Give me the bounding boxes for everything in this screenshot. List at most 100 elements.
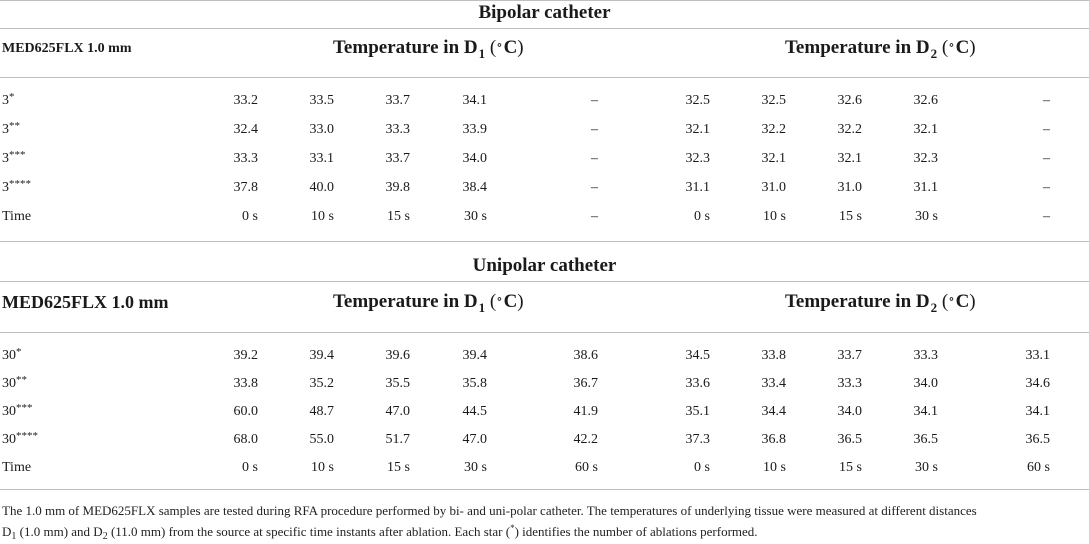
d1-cell: 37.8 [233,180,259,195]
d1-cell: 39.6 [385,348,411,363]
row-label: 30*** [2,400,33,424]
unipolar-title-rule [0,281,1089,282]
d1-cell: 68.0 [233,432,259,447]
d1-header-sub: 1 [478,46,486,61]
d1-cell: 48.7 [309,404,335,419]
table-row: Time 0 s 10 s 15 s 30 s – 0 s 10 s 15 s 30 s – [0,205,1089,229]
footnote-d1-sub: 1 [11,531,17,542]
table-row: 3**** 37.8 40.0 39.8 38.4 – 31.1 31.0 31.0 31.1 – [0,176,1089,200]
d1-cell: 10 s [311,209,334,224]
d2-cell: 31.0 [837,180,863,195]
d1-cell: 33.0 [309,122,335,137]
d2-cell: 31.1 [685,180,711,195]
d1-cell: – [591,122,598,137]
d2-cell: 34.4 [761,404,787,419]
d2-header-sub: 2 [930,46,938,61]
row-label-stars: ** [9,120,20,132]
row-label-text: 30 [2,348,16,363]
d2-cell: 33.3 [837,376,863,391]
row-label-text: Time [2,209,32,224]
d1-cell: 0 s [242,460,258,475]
d1-cell: 34.1 [462,93,488,108]
d1-cell: – [591,151,598,166]
d2-cell: 32.5 [685,93,711,108]
d1-cell: 15 s [387,209,410,224]
d2-cell: 36.5 [1025,432,1051,447]
row-label: 30**** [2,428,38,452]
d2-cell: – [1043,180,1050,195]
d1-cell: 15 s [387,460,410,475]
row-label-stars: *** [9,149,26,161]
d2-header-unit: C [955,291,970,312]
d2-cell: 34.0 [837,404,863,419]
bipolar-title-rule [0,28,1089,29]
d1-cell: 33.5 [309,93,335,108]
bipolar-header-rule [0,77,1089,78]
d2-cell: 34.1 [1025,404,1051,419]
d2-cell: 34.0 [913,376,939,391]
d2-cell: 33.4 [761,376,787,391]
d1-cell: – [591,93,598,108]
d1-cell: 39.4 [462,348,488,363]
row-label-text: Time [2,460,32,475]
d2-cell: 35.1 [685,404,711,419]
unipolar-d2-header: Temperature in D2 (∘C) [785,291,976,315]
d1-cell: 30 s [464,209,487,224]
d1-cell: 38.6 [573,348,599,363]
footnote-d1-text: (1.0 mm) and [16,524,94,539]
unipolar-title: Unipolar catheter [472,255,617,276]
d2-cell: 33.1 [1025,348,1051,363]
row-label: 30* [2,344,22,368]
bipolar-title: Bipolar catheter [478,2,611,23]
d1-cell: 47.0 [385,404,411,419]
d2-cell: 30 s [915,460,938,475]
table-row: 3** 32.4 33.0 33.3 33.9 – 32.1 32.2 32.2 32.1 – [0,118,1089,142]
row-label-text: 30 [2,432,16,447]
table-row: 3*** 33.3 33.1 33.7 34.0 – 32.3 32.1 32.1 32.3 – [0,147,1089,171]
row-label-stars: ** [16,374,27,386]
row-label: 3* [2,89,15,113]
d2-cell: 33.7 [837,348,863,363]
unipolar-d1-header: Temperature in D1 (∘C) [333,291,524,315]
d2-cell: 31.1 [913,180,939,195]
d1-cell: 60 s [575,460,598,475]
d1-cell: 33.7 [385,151,411,166]
d2-cell: 32.6 [913,93,939,108]
d2-cell: 32.2 [837,122,863,137]
d1-header-unit: C [503,37,518,58]
row-label-stars: **** [16,430,38,442]
d1-cell: 33.8 [233,376,259,391]
bipolar-d1-header: Temperature in D1 (∘C) [333,37,524,61]
d2-header-sub: 2 [930,300,938,315]
d2-cell: – [1043,151,1050,166]
footnote-d1: D [2,524,12,539]
d2-cell: 15 s [839,460,862,475]
d1-cell: 60.0 [233,404,259,419]
d2-cell: 32.3 [913,151,939,166]
row-label-text: 3 [2,180,9,195]
d2-cell: 37.3 [685,432,711,447]
table-row: Time 0 s 10 s 15 s 30 s 60 s 0 s 10 s 15 s 30 s 60… [0,456,1089,480]
row-label-text: 3 [2,93,9,108]
row-label-text: 30 [2,376,16,391]
table-row: 3* 33.2 33.5 33.7 34.1 – 32.5 32.5 32.6 32.6 – [0,89,1089,113]
unipolar-header-rule [0,332,1089,333]
unipolar-bottom-rule [0,489,1089,490]
d2-header-prefix: Temperature in D [785,291,930,312]
top-rule [0,0,1089,1]
d1-cell: 33.2 [233,93,259,108]
d1-cell: 36.7 [573,376,599,391]
d2-cell: 60 s [1027,460,1050,475]
footnote-d2-sub: 2 [102,531,108,542]
row-label-stars: * [9,91,15,103]
row-label-text: 3 [2,122,9,137]
table-row: 30*** 60.0 48.7 47.0 44.5 41.9 35.1 34.4 34.0 34.… [0,400,1089,424]
d2-cell: 32.6 [837,93,863,108]
d1-cell: 41.9 [573,404,599,419]
bipolar-d2-header: Temperature in D2 (∘C) [785,37,976,61]
d2-cell: – [1043,122,1050,137]
d1-cell: 33.9 [462,122,488,137]
d2-cell: 32.1 [913,122,939,137]
d1-cell: 39.8 [385,180,411,195]
d2-cell: 32.2 [761,122,787,137]
